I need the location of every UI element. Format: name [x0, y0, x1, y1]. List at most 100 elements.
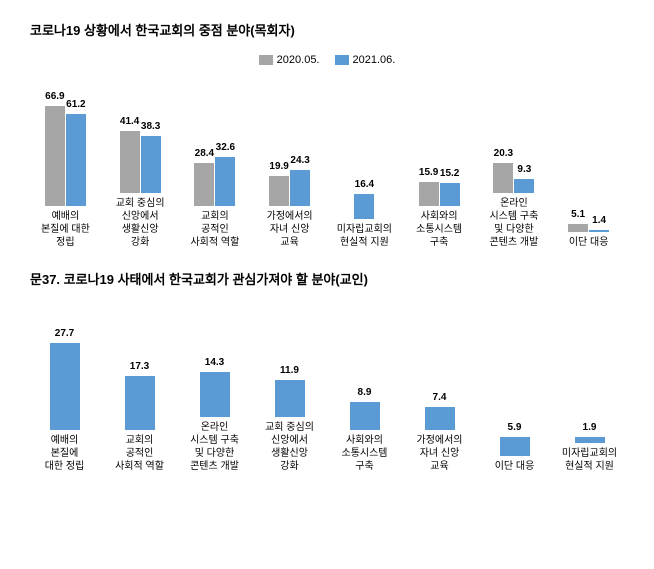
chart2-bar: 1.9: [575, 437, 605, 443]
chart1-bar-series2: 9.3: [514, 179, 534, 193]
chart1-value-label: 41.4: [120, 116, 139, 127]
chart1-group: 15.915.2 사회와의소통시스템구축: [404, 86, 475, 249]
chart2-bar-wrap: 8.9: [350, 320, 380, 430]
chart1-value-label: 15.9: [419, 167, 438, 178]
chart2-bar: 8.9: [350, 402, 380, 430]
chart1-group: 16.4 미자립교회의현실적 지원: [329, 99, 400, 249]
chart1-value-label: 15.2: [440, 168, 459, 179]
chart2-bar-wrap: 1.9: [575, 333, 605, 443]
chart1-value-label: 32.6: [216, 142, 235, 153]
chart2-category-label: 교회의공적인사회적 역할: [115, 434, 164, 473]
chart1-category-label: 이단 대응: [553, 236, 624, 249]
legend-swatch-1: [259, 55, 273, 65]
chart1-bar-pair: 5.11.4: [553, 112, 624, 232]
chart1-group: 19.924.3 가정에서의자녀 신앙교육: [254, 86, 325, 249]
chart1-group: 20.39.3온라인시스템 구축및 다양한콘텐츠 개발: [479, 73, 550, 249]
chart1-value-label: 24.3: [290, 155, 309, 166]
chart2-category-label: 미자립교회의현실적 지원: [562, 447, 617, 473]
chart1-bar-series1: 15.9: [419, 182, 439, 206]
legend-swatch-2: [335, 55, 349, 65]
chart1-value-label: 1.4: [592, 215, 606, 226]
chart2-value-label: 27.7: [55, 328, 74, 339]
chart1-bar-pair: 41.438.3: [105, 73, 176, 193]
chart1-bar-pair: 19.924.3: [254, 86, 325, 206]
chart2-value-label: 7.4: [433, 392, 447, 403]
chart1-value-label: 20.3: [494, 148, 513, 159]
chart2-bar-wrap: 14.3: [200, 307, 230, 417]
chart1-bar-series2: 15.2: [440, 183, 460, 206]
chart1-bar-series2: 61.2: [66, 114, 86, 206]
legend-item-1: 2020.05.: [259, 54, 320, 66]
chart1-bar-series2: 16.4: [354, 194, 374, 219]
chart2-bar: 7.4: [425, 407, 455, 430]
chart2-bar-wrap: 11.9: [275, 307, 305, 417]
chart2-value-label: 1.9: [583, 422, 597, 433]
chart1-bar-series1: 20.3: [493, 163, 513, 193]
chart2-section: 문37. 코로나19 사태에서 한국교회가 관심가져야 할 분야(교인) 27.…: [30, 269, 624, 473]
chart1-category-label: 미자립교회의현실적 지원: [329, 223, 400, 249]
chart2-category-label: 이단 대응: [495, 460, 535, 473]
chart2-group: 7.4 가정에서의자녀 신앙교육: [405, 320, 474, 473]
chart2-value-label: 14.3: [205, 357, 224, 368]
chart2-bar-wrap: 7.4: [425, 320, 455, 430]
chart2-group: 17.3 교회의공적인사회적 역할: [105, 320, 174, 473]
chart1-bar-series2: 38.3: [141, 136, 161, 193]
chart2-plot-area: 27.7 예배의본질에대한 정립 17.3 교회의공적인사회적 역할 14.3 온라인시스…: [30, 303, 624, 473]
chart1-group: 41.438.3교회 중심의신앙에서생활신앙강화: [105, 73, 176, 249]
chart1-group: 5.11.4이단 대응: [553, 112, 624, 249]
chart1-category-label: 사회와의소통시스템구축: [404, 210, 475, 249]
chart1-section: 코로나19 상황에서 한국교회의 중점 분야(목회자) 2020.05. 202…: [30, 20, 624, 249]
chart1-plot-area: 66.961.2예배의본질에 대한정립41.438.3교회 중심의신앙에서생활신…: [30, 74, 624, 249]
chart1-value-label: 5.1: [571, 209, 585, 220]
chart2-bar-wrap: 5.9: [500, 346, 530, 456]
chart1-bar-series1: 19.9: [269, 176, 289, 206]
chart1-bar-pair: 15.915.2: [404, 86, 475, 206]
chart1-bar-series1: 41.4: [120, 131, 140, 193]
chart2-bar: 14.3: [200, 372, 230, 417]
chart2-bar: 17.3: [125, 376, 155, 430]
legend-label-2: 2021.06.: [353, 54, 396, 66]
chart2-category-label: 교회 중심의신앙에서생활신앙강화: [265, 421, 314, 473]
chart2-bar: 27.7: [50, 343, 80, 430]
chart2-bar: 5.9: [500, 437, 530, 456]
chart1-bar-series2: 1.4: [589, 230, 609, 232]
chart1-category-label: 교회 중심의신앙에서생활신앙강화: [105, 197, 176, 249]
chart1-group: 66.9 61.2 예배의본질에 대한정립: [30, 86, 101, 249]
chart1-category-label: 온라인시스템 구축및 다양한콘텐츠 개발: [479, 197, 550, 249]
chart1-value-label: 66.9: [45, 91, 64, 102]
chart2-group: 11.9 교회 중심의신앙에서생활신앙강화: [255, 307, 324, 473]
chart2-bar-wrap: 17.3: [125, 320, 155, 430]
chart2-group: 14.3 온라인시스템 구축및 다양한콘텐츠 개발: [180, 307, 249, 473]
chart2-title: 문37. 코로나19 사태에서 한국교회가 관심가져야 할 분야(교인): [30, 269, 624, 288]
chart2-group: 27.7 예배의본질에대한 정립: [30, 320, 99, 473]
chart1-bar-pair: 66.9 61.2: [30, 86, 101, 206]
chart2-bar-wrap: 27.7: [50, 320, 80, 430]
chart1-value-label: 16.4: [355, 179, 374, 190]
chart2-category-label: 온라인시스템 구축및 다양한콘텐츠 개발: [190, 421, 239, 473]
chart2-value-label: 11.9: [280, 365, 299, 376]
chart1-bar-series1: 5.1: [568, 224, 588, 232]
chart1-group: 28.432.6 교회의공적인사회적 역할: [180, 86, 251, 249]
chart2-bar: 11.9: [275, 380, 305, 417]
chart2-group: 8.9 사회와의소통시스템구축: [330, 320, 399, 473]
chart1-category-label: 교회의공적인사회적 역할: [180, 210, 251, 249]
chart1-category-label: 가정에서의자녀 신앙교육: [254, 210, 325, 249]
chart1-value-label: 19.9: [269, 161, 288, 172]
chart1-value-label: 28.4: [195, 148, 214, 159]
chart2-value-label: 5.9: [508, 422, 522, 433]
legend-label-1: 2020.05.: [277, 54, 320, 66]
chart1-bar-series1: 28.4: [194, 163, 214, 206]
chart2-category-label: 가정에서의자녀 신앙교육: [417, 434, 463, 473]
chart2-group: 1.9 미자립교회의현실적 지원: [555, 333, 624, 473]
chart1-bar-pair: 20.39.3: [479, 73, 550, 193]
chart1-title: 코로나19 상황에서 한국교회의 중점 분야(목회자): [30, 20, 624, 39]
chart1-bar-pair: 28.432.6: [180, 86, 251, 206]
chart1-bar-series2: 24.3: [290, 170, 310, 206]
chart2-value-label: 17.3: [130, 361, 149, 372]
legend-item-2: 2021.06.: [335, 54, 396, 66]
chart2-category-label: 사회와의소통시스템구축: [342, 434, 388, 473]
chart1-bar-series2: 32.6: [215, 157, 235, 206]
chart1-category-label: 예배의본질에 대한정립: [30, 210, 101, 249]
chart2-category-label: 예배의본질에대한 정립: [45, 434, 85, 473]
chart2-value-label: 8.9: [358, 387, 372, 398]
